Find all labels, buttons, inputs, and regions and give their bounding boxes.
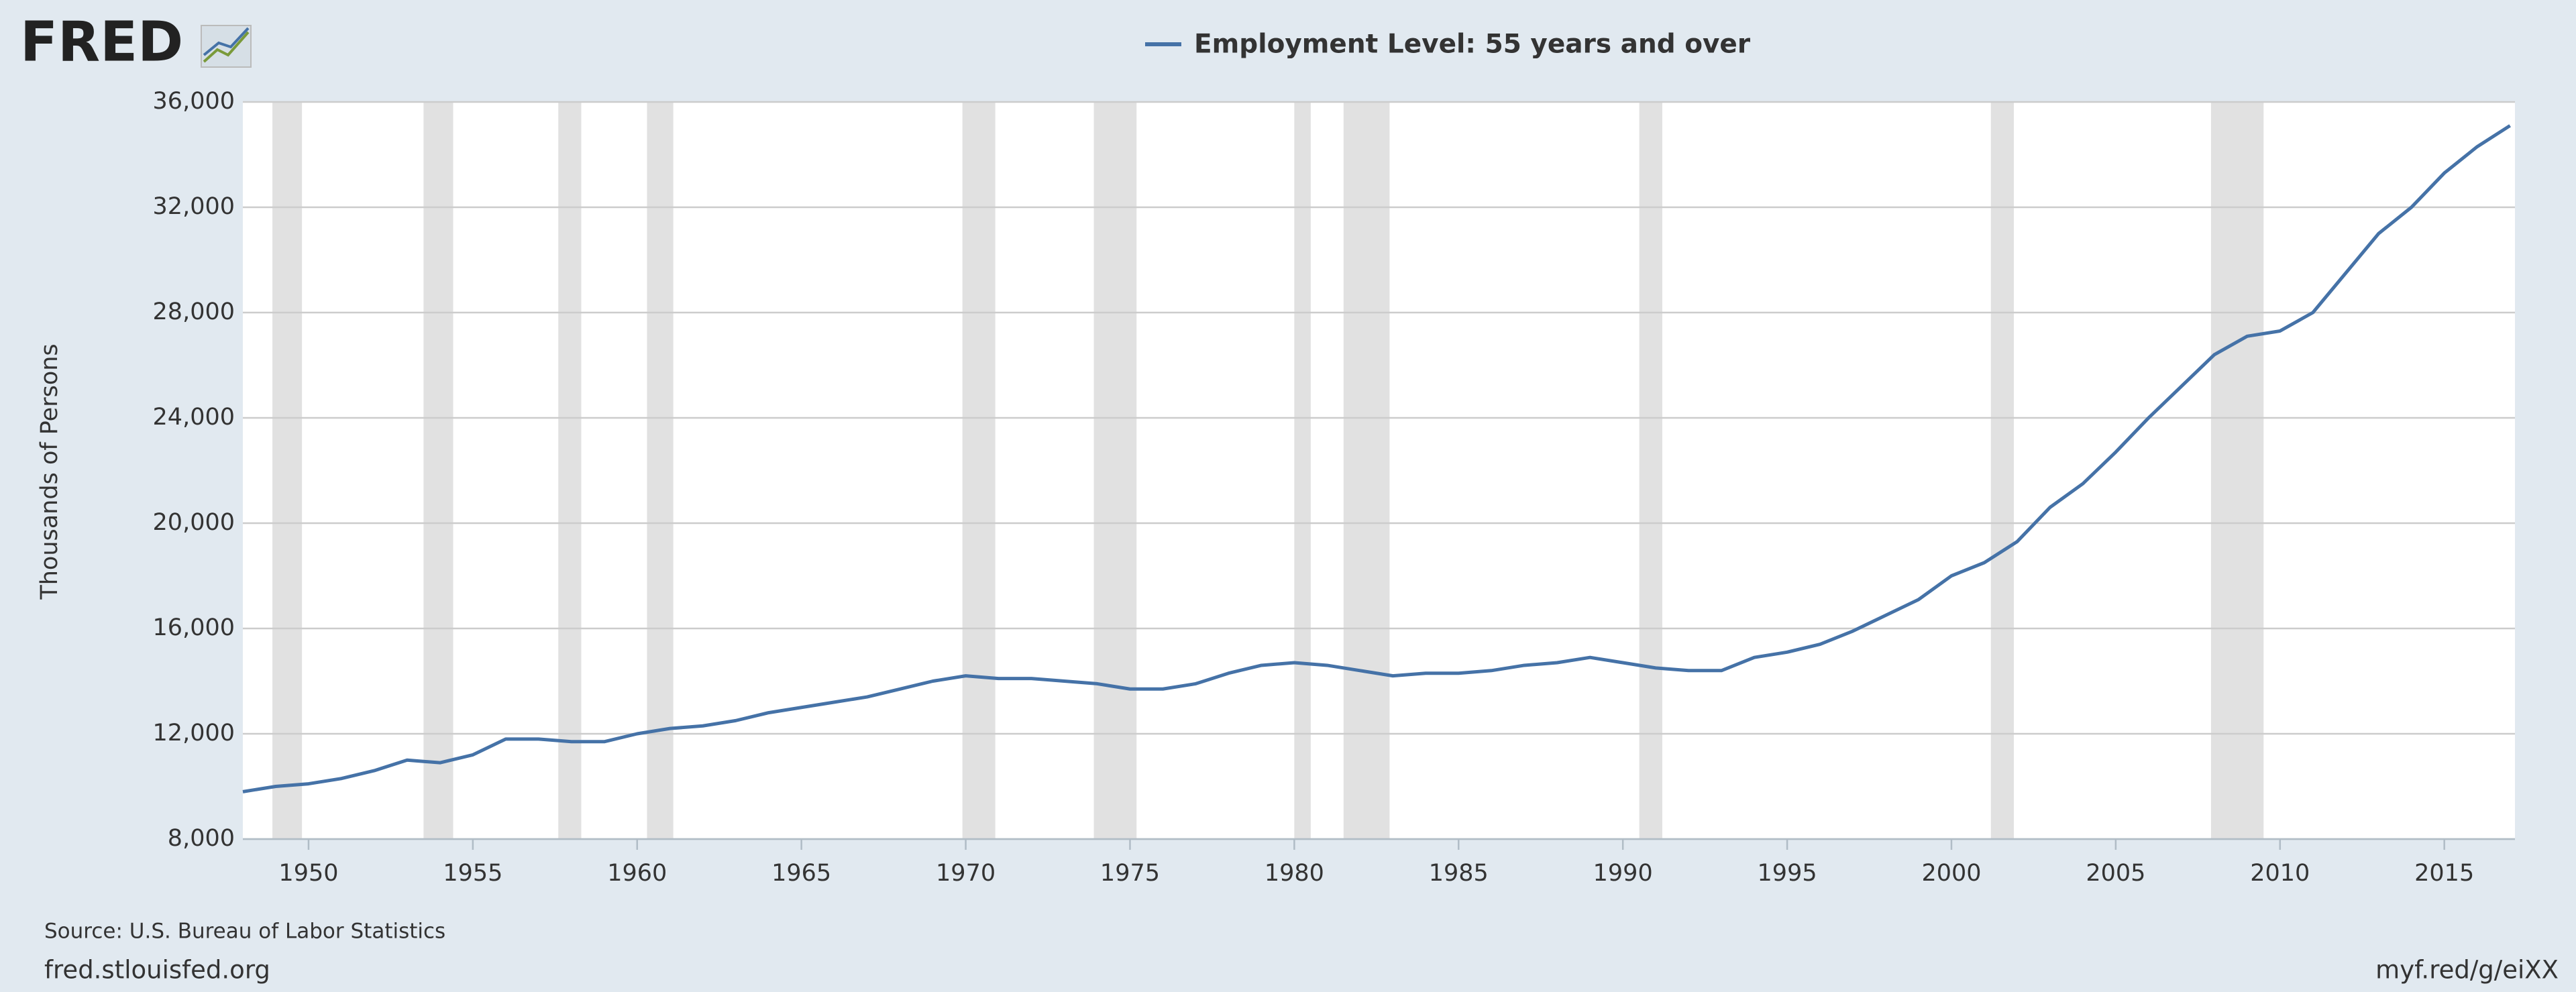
footer-right: myf.red/g/eiXX — [2375, 956, 2559, 985]
x-tick-label: 1955 — [443, 860, 502, 887]
logo: FRED — [20, 10, 183, 74]
x-tick-label: 2015 — [2414, 860, 2474, 887]
y-axis-title: Thousands of Persons — [36, 343, 63, 600]
recession-band — [423, 102, 453, 839]
x-tick-label: 1965 — [771, 860, 831, 887]
footer-left: fred.stlouisfed.org — [44, 956, 270, 985]
recession-band — [272, 102, 303, 839]
y-tick-label: 36,000 — [153, 88, 235, 115]
x-tick-label: 1960 — [607, 860, 667, 887]
x-tick-label: 1950 — [278, 860, 338, 887]
legend-label: Employment Level: 55 years and over — [1194, 30, 1751, 60]
y-tick-label: 8,000 — [168, 825, 235, 852]
x-tick-label: 1975 — [1100, 860, 1160, 887]
y-tick-label: 32,000 — [153, 193, 235, 220]
recession-band — [1990, 102, 2015, 839]
y-tick-label: 20,000 — [153, 509, 235, 536]
recession-band — [2210, 102, 2264, 839]
x-tick-label: 1985 — [1429, 860, 1489, 887]
x-tick-label: 2010 — [2250, 860, 2310, 887]
y-tick-label: 12,000 — [153, 720, 235, 747]
y-tick-label: 28,000 — [153, 298, 235, 325]
logo-icon — [201, 25, 252, 68]
source: Source: U.S. Bureau of Labor Statistics — [44, 920, 445, 944]
x-tick-label: 1990 — [1593, 860, 1653, 887]
x-tick-label: 2005 — [2086, 860, 2145, 887]
recession-band — [1639, 102, 1662, 839]
recession-band — [558, 102, 582, 839]
recession-band — [1343, 102, 1390, 839]
y-tick-label: 24,000 — [153, 404, 235, 431]
x-tick-label: 1995 — [1758, 860, 1817, 887]
recession-band — [1093, 102, 1137, 839]
data-line — [242, 124, 2511, 793]
y-tick-label: 16,000 — [153, 614, 235, 641]
recession-band — [962, 102, 996, 839]
recession-band — [647, 102, 674, 839]
x-tick-label: 1980 — [1265, 860, 1324, 887]
x-tick-label: 2000 — [1921, 860, 1981, 887]
x-tick-label: 1970 — [936, 860, 996, 887]
recession-band — [1294, 102, 1311, 839]
